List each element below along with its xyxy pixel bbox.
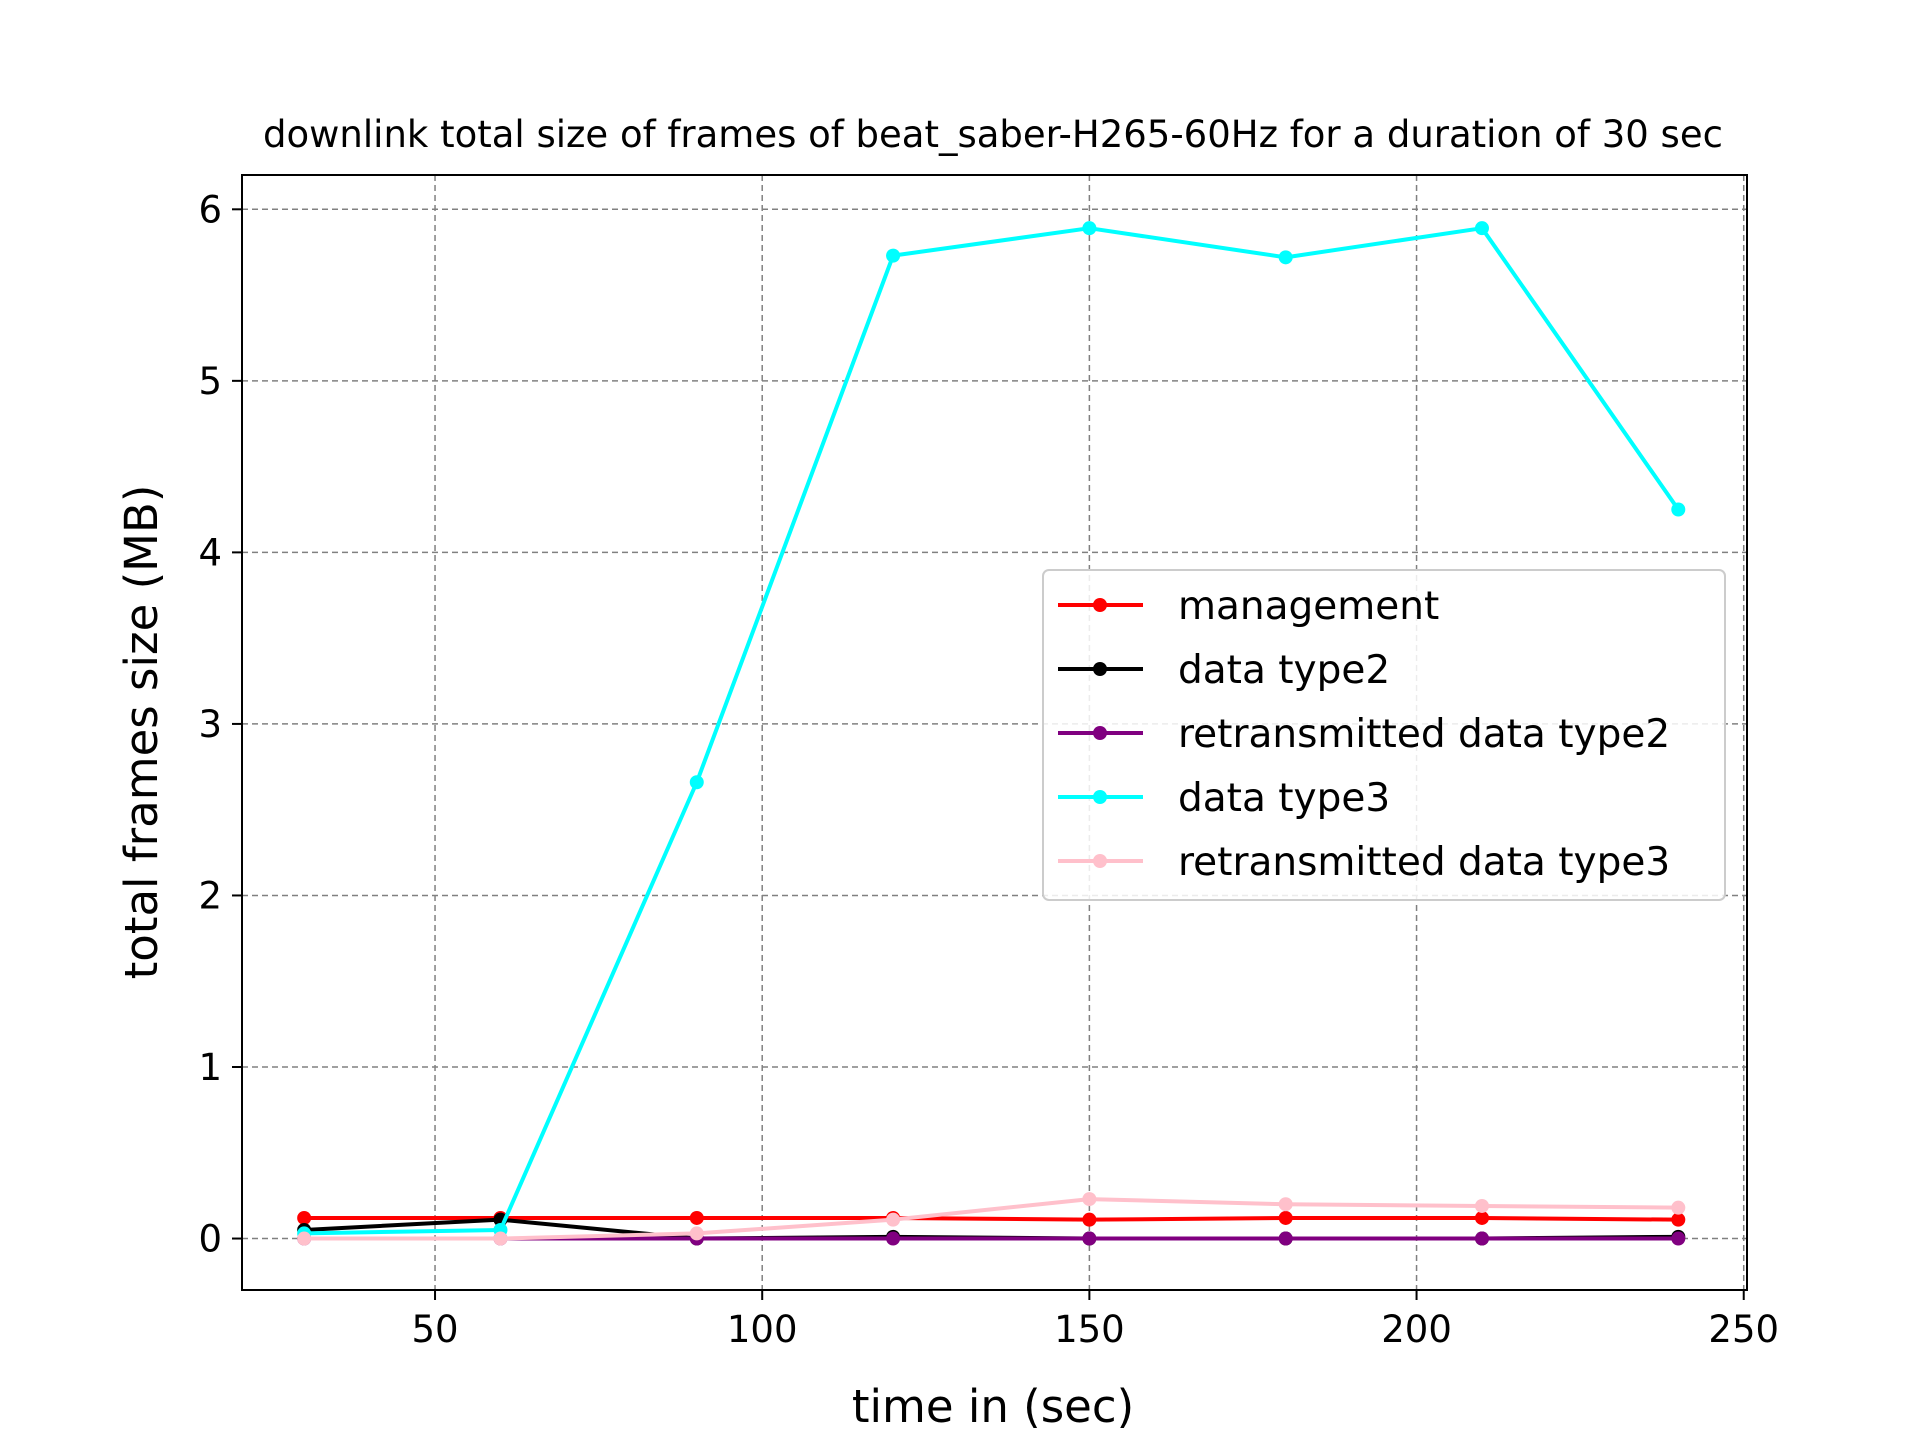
legend-entry: retransmitted data type2 xyxy=(1058,712,1670,757)
series-line-data-type2 xyxy=(304,1217,1679,1241)
y-tick-label: 3 xyxy=(198,703,222,746)
y-tick-label: 0 xyxy=(198,1218,222,1261)
data-point xyxy=(1671,1212,1686,1227)
data-point xyxy=(1278,1231,1293,1246)
legend: management data type2 retransmitted data t… xyxy=(1042,569,1726,901)
data-point xyxy=(1278,1210,1293,1225)
legend-label: management xyxy=(1178,584,1439,629)
plot-frame xyxy=(241,174,1748,1291)
data-point xyxy=(886,1212,901,1227)
data-point xyxy=(1278,1197,1293,1212)
legend-marker xyxy=(1093,854,1107,868)
data-point xyxy=(886,248,901,263)
data-point xyxy=(1082,1231,1097,1246)
data-point xyxy=(1671,502,1686,517)
data-point xyxy=(689,775,704,790)
data-point xyxy=(1671,1200,1686,1215)
y-tick-label: 6 xyxy=(198,188,222,231)
legend-marker xyxy=(1093,598,1107,612)
legend-entry: management xyxy=(1058,584,1439,629)
series-data-type3 xyxy=(297,221,1686,1241)
data-point xyxy=(1278,250,1293,265)
legend-marker xyxy=(1093,726,1107,740)
legend-label: retransmitted data type2 xyxy=(1178,712,1670,757)
data-point xyxy=(297,1210,312,1225)
data-point xyxy=(1474,1210,1489,1225)
series-line-management xyxy=(304,1215,1679,1222)
data-point xyxy=(1671,1231,1686,1246)
y-tick-label: 4 xyxy=(198,531,222,574)
x-tick-label: 150 xyxy=(1054,1308,1125,1351)
y-tick-label: 2 xyxy=(198,874,222,917)
data-point xyxy=(493,1231,508,1246)
x-axis-label: time in (sec) xyxy=(852,1380,1134,1433)
legend-entry: data type2 xyxy=(1058,648,1390,693)
axis-ticks: 50 100 150 200 250 0 1 2 3 4 5 6 xyxy=(198,188,1779,1351)
series-line-retransmitted-data-type3 xyxy=(304,1197,1679,1241)
y-axis-label: total frames size (MB) xyxy=(115,485,168,980)
legend-entry: retransmitted data type3 xyxy=(1058,840,1670,885)
data-point xyxy=(689,1210,704,1225)
data-point xyxy=(1082,1212,1097,1227)
data-point xyxy=(689,1226,704,1241)
series-line-data-type3 xyxy=(304,226,1680,1236)
data-point xyxy=(297,1231,312,1246)
plot-series xyxy=(297,221,1686,1246)
x-tick-label: 50 xyxy=(411,1308,458,1351)
x-tick-label: 250 xyxy=(1708,1308,1779,1351)
data-point xyxy=(1082,221,1097,236)
chart-title: downlink total size of frames of beat_sa… xyxy=(263,113,1723,156)
x-tick-label: 200 xyxy=(1381,1308,1452,1351)
legend-label: retransmitted data type3 xyxy=(1178,840,1670,885)
legend-entry: data type3 xyxy=(1058,776,1390,821)
data-point xyxy=(1474,1231,1489,1246)
data-point xyxy=(1474,221,1489,236)
series-retransmitted-data-type3 xyxy=(297,1192,1686,1246)
legend-marker xyxy=(1093,790,1107,804)
data-point xyxy=(1474,1198,1489,1213)
y-tick-label: 1 xyxy=(198,1046,222,1089)
y-tick-label: 5 xyxy=(198,360,222,403)
legend-label: data type2 xyxy=(1178,648,1390,693)
legend-box xyxy=(1042,569,1726,901)
x-tick-label: 100 xyxy=(727,1308,798,1351)
legend-marker xyxy=(1093,662,1107,676)
data-point xyxy=(1082,1192,1097,1207)
data-point xyxy=(886,1231,901,1246)
legend-label: data type3 xyxy=(1178,776,1390,821)
